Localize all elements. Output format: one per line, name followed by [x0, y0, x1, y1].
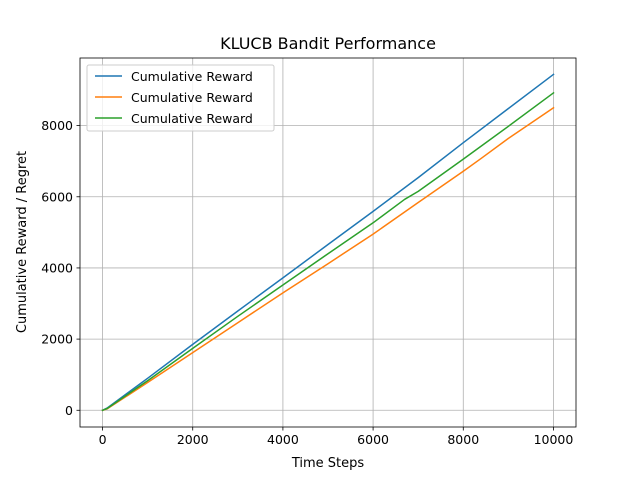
y-tick-label: 2000	[41, 332, 73, 347]
y-tick-label: 8000	[41, 118, 73, 133]
series-lines	[101, 73, 555, 412]
y-tick-label: 0	[65, 403, 73, 418]
plot-frame	[79, 57, 577, 428]
legend-label-1: Cumulative Reward	[131, 69, 253, 84]
x-tick-label: 4000	[267, 432, 299, 447]
y-tick-label: 6000	[41, 189, 73, 204]
y-tick-label: 4000	[41, 260, 73, 275]
series-line-1	[101, 73, 555, 412]
grid	[80, 58, 576, 427]
x-tick-label: 10000	[534, 432, 574, 447]
x-tick-label: 2000	[177, 432, 209, 447]
axis-ticks: 0 2000 4000 6000 8000 10000 0 2000 4000 6000 8000	[41, 118, 573, 447]
chart-title: KLUCB Bandit Performance	[220, 34, 436, 53]
series-line-2	[101, 106, 555, 412]
legend-label-3: Cumulative Reward	[131, 111, 253, 126]
legend-box	[86, 64, 275, 132]
x-tick-label: 8000	[447, 432, 479, 447]
legend: Cumulative Reward Cumulative Reward Cumu…	[86, 64, 275, 132]
legend-label-2: Cumulative Reward	[131, 90, 253, 105]
x-tick-label: 6000	[357, 432, 389, 447]
series-line-3	[101, 91, 555, 412]
y-axis-label: Cumulative Reward / Regret	[15, 151, 30, 333]
x-tick-label: 0	[99, 432, 107, 447]
x-axis-label: Time Steps	[291, 456, 365, 471]
